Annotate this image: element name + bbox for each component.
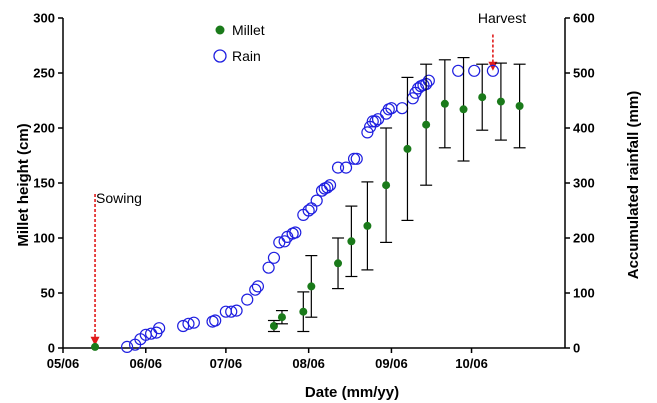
rain-point xyxy=(267,251,281,264)
rain-point xyxy=(452,64,465,77)
rain-point xyxy=(241,293,254,306)
left-tick-label: 200 xyxy=(33,121,55,136)
rain-point xyxy=(366,115,379,128)
rain-point xyxy=(331,161,345,174)
left-tick-label: 250 xyxy=(33,66,55,81)
rain-point xyxy=(153,322,166,335)
right-tick-label: 500 xyxy=(573,66,595,81)
left-tick-label: 50 xyxy=(41,286,55,301)
legend-rain-label: Rain xyxy=(232,48,261,64)
millet-point xyxy=(347,237,356,246)
millet-point xyxy=(478,93,487,102)
right-tick-label: 200 xyxy=(573,231,595,246)
millet-point xyxy=(440,99,449,108)
rain-point xyxy=(177,319,190,333)
axes: 0 50 100 150 200 250 300 0 100 200 300 400 500 600 05/… xyxy=(33,11,594,372)
rain-point xyxy=(347,152,361,165)
millet-point xyxy=(307,282,316,291)
left-axis-title: Millet height (cm) xyxy=(15,123,32,246)
rain-point xyxy=(209,314,222,327)
rain-point xyxy=(225,305,238,318)
chart-marks xyxy=(90,34,526,353)
rain-point xyxy=(249,283,262,296)
legend-millet-marker xyxy=(215,25,225,35)
millet-point xyxy=(496,97,505,106)
rain-point xyxy=(323,179,337,192)
rain-point xyxy=(289,226,302,239)
rain-point xyxy=(486,64,500,77)
x-tick-label: 09/06 xyxy=(375,356,408,371)
left-tick-label: 0 xyxy=(48,341,55,356)
harvest-label: Harvest xyxy=(478,10,526,26)
rain-point xyxy=(422,74,435,87)
millet-point xyxy=(403,144,412,153)
millet-point xyxy=(269,322,278,330)
legend-millet-label: Millet xyxy=(232,22,265,38)
legend-rain-marker xyxy=(213,49,227,63)
left-tick-label: 150 xyxy=(33,176,55,191)
millet-point xyxy=(277,313,286,322)
millet-point xyxy=(363,221,372,230)
rain-point xyxy=(251,280,265,293)
x-tick-label: 10/06 xyxy=(455,356,488,371)
rain-point xyxy=(321,181,334,194)
sowing-arrow-head xyxy=(90,336,100,346)
rain-point xyxy=(262,261,275,274)
rain-point xyxy=(468,64,481,77)
rain-point xyxy=(230,304,243,317)
right-axis-title: Accumulated rainfall (mm) xyxy=(625,91,642,279)
right-tick-label: 600 xyxy=(573,11,595,26)
right-tick-label: 100 xyxy=(573,286,595,301)
rain-point xyxy=(361,126,374,139)
harvest-arrow-head xyxy=(488,61,498,71)
millet-point xyxy=(334,259,343,268)
rain-point xyxy=(350,152,363,165)
rain-point xyxy=(369,115,382,128)
rain-point xyxy=(396,102,409,115)
millet-point xyxy=(299,307,308,316)
rain-point xyxy=(182,317,195,330)
millet-point xyxy=(515,102,524,110)
x-tick-label: 05/06 xyxy=(47,356,80,371)
rain-point xyxy=(339,161,353,174)
left-tick-label: 100 xyxy=(33,231,55,246)
millet-point xyxy=(459,105,468,114)
left-tick-label: 300 xyxy=(33,11,55,26)
millet-point xyxy=(91,342,100,351)
right-tick-label: 0 xyxy=(573,341,580,356)
legend: Millet Rain xyxy=(213,22,265,64)
sowing-label: Sowing xyxy=(96,190,142,206)
x-tick-label: 06/06 xyxy=(130,356,163,371)
x-tick-label: 08/06 xyxy=(292,356,325,371)
rain-point xyxy=(120,340,134,353)
x-tick-label: 07/06 xyxy=(210,356,243,371)
millet-point xyxy=(422,120,431,129)
rain-point xyxy=(310,194,323,207)
x-axis-title: Date (mm/yy) xyxy=(305,384,399,401)
rain-point xyxy=(187,316,200,329)
right-tick-label: 400 xyxy=(573,121,595,136)
millet-point xyxy=(382,181,391,190)
rain-point xyxy=(305,202,318,215)
rain-point xyxy=(302,204,315,217)
right-tick-label: 300 xyxy=(573,176,595,191)
